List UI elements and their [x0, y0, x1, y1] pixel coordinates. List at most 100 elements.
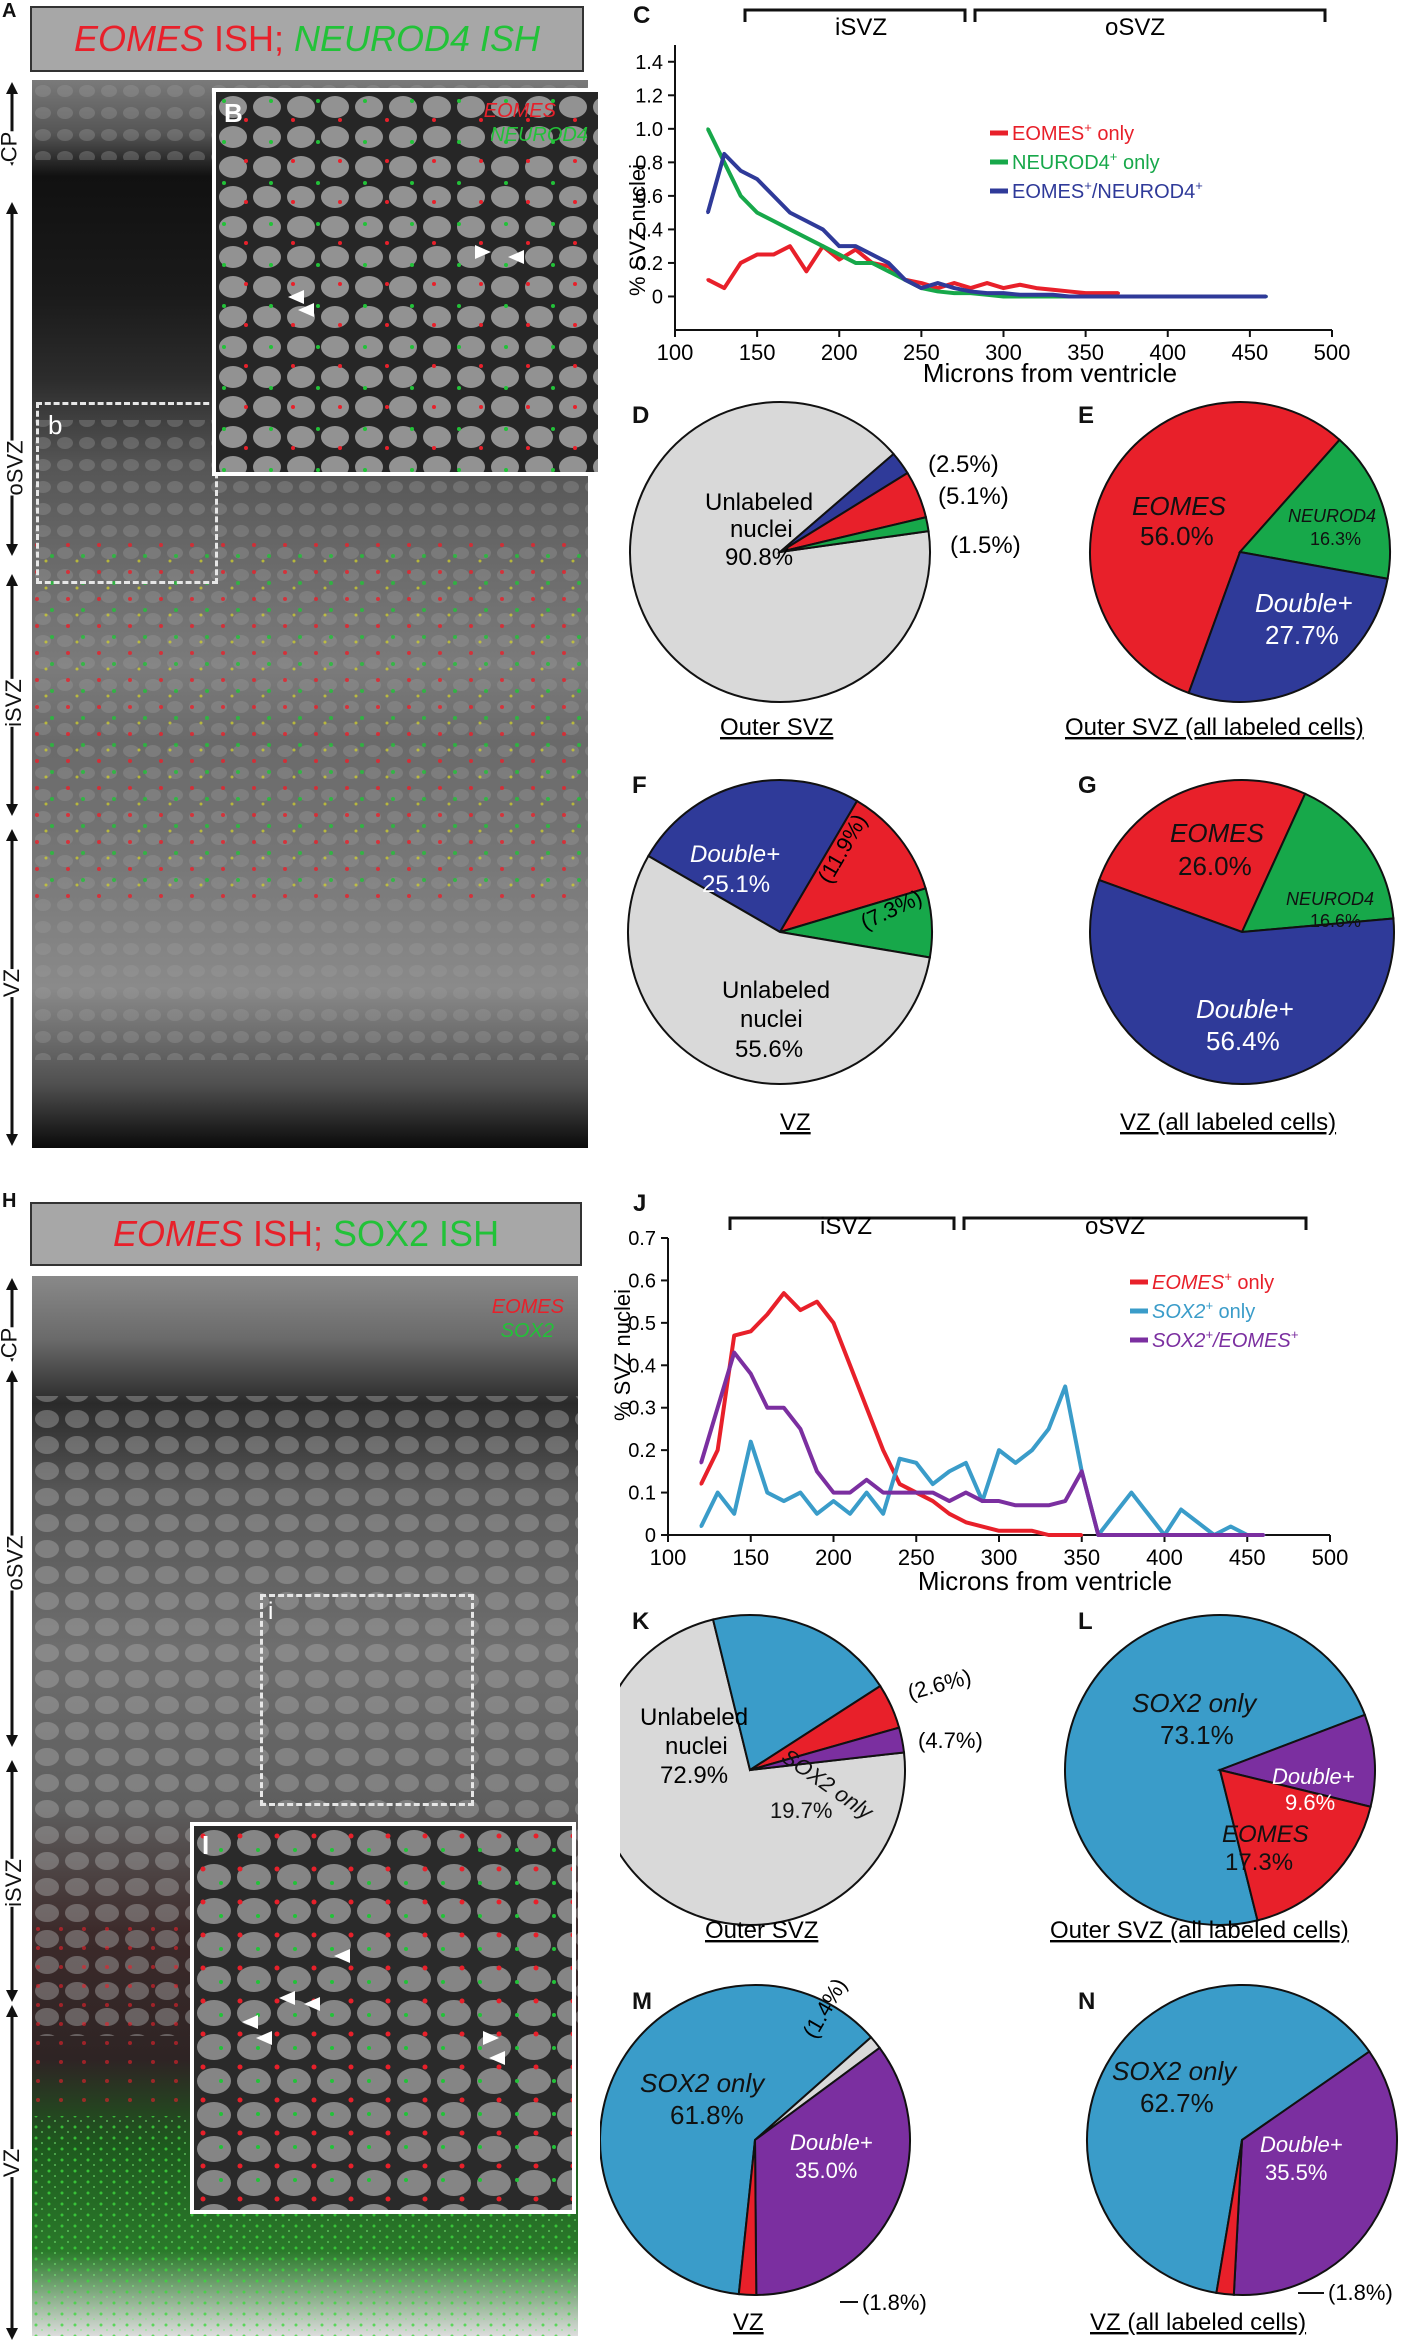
pie-d-label-unlabeled: Unlabeled	[705, 489, 813, 516]
chart-c-region-isvz: iSVZ	[835, 14, 887, 41]
chart-c-point	[903, 278, 907, 282]
panel-i-letter: I	[202, 1830, 210, 1860]
pie-k-label-nuclei: nuclei	[665, 1733, 728, 1760]
chart-c-point	[854, 261, 858, 265]
chart-c-point	[985, 291, 989, 295]
chart-j-y-tick-label: 0.3	[628, 1398, 656, 1420]
chart-c-legend-neurod4: NEUROD4+ only	[1012, 149, 1160, 174]
pie-k: Unlabeled nuclei 72.9% SOX2 only 19.7% (…	[620, 1614, 983, 1944]
chart-c-x-tick-label: 200	[821, 340, 858, 365]
chart-c-point	[788, 227, 792, 231]
pie-l-label-double: Double+	[1272, 1764, 1355, 1789]
chart-c-xlabel: Microns from ventricle	[923, 358, 1177, 388]
pie-f-label-double: Double+	[690, 841, 780, 868]
chart-c-point	[755, 253, 759, 257]
chart-j-point	[815, 1469, 819, 1473]
chart-j-point	[749, 1372, 753, 1376]
panel-b-letter: B	[224, 98, 243, 128]
pie-n-slice-0	[1086, 1984, 1371, 2295]
micrograph-b-texture	[216, 92, 598, 472]
chart-c-x-tick-label: 250	[903, 340, 940, 365]
chart-c-y-tick-label: 0	[652, 286, 663, 308]
chart-j-point	[1063, 1499, 1067, 1503]
chart-c-point	[1100, 294, 1104, 298]
chart-j-point	[732, 1512, 736, 1516]
chart-j-point	[881, 1491, 885, 1495]
chart-j-point	[931, 1499, 935, 1503]
chart-j-point	[1047, 1533, 1051, 1537]
chart-j-ylabel: % SVZ nuclei	[610, 1289, 635, 1421]
pie-e-slice-2	[1187, 550, 1389, 703]
chart-j-x-tick-label: 200	[815, 1545, 852, 1570]
chart-j-point	[699, 1461, 703, 1465]
pie-f-pct-double: 25.1%	[702, 871, 770, 898]
chart-j-point	[997, 1448, 1001, 1452]
chart-c-x-tick-label: 300	[985, 340, 1022, 365]
chart-j-point	[798, 1491, 802, 1495]
chart-c-x-tick-label: 450	[1232, 340, 1269, 365]
chart-j-point	[1229, 1533, 1233, 1537]
chart-c-x-tick-label: 150	[739, 340, 776, 365]
chart-c-point	[985, 281, 989, 285]
pie-g-pct-neurod4: 16.6%	[1310, 911, 1361, 931]
chart-j-y-tick-label: 0.1	[628, 1483, 656, 1505]
micrograph-i-texture	[194, 1826, 572, 2210]
pie-d-label-nuclei: nuclei	[730, 516, 793, 543]
pie-n-label-sox2: SOX2 only	[1112, 2056, 1238, 2086]
chart-c-point	[969, 289, 973, 293]
panel-h-legend-eomes: EOMES	[491, 1296, 564, 1318]
chart-c: iSVZ oSVZ 100 150 200 250 300 350 400 450 500 0 0.…	[625, 8, 1350, 388]
chart-j-y-tick-label: 0.2	[628, 1440, 656, 1462]
chart-j-x-tick-label: 500	[1312, 1545, 1349, 1570]
chart-c-point	[739, 261, 743, 265]
chart-c-point	[952, 281, 956, 285]
chart-c-point	[1034, 293, 1038, 297]
pie-l: SOX2 only 73.1% Double+ 9.6% EOMES 17.3%…	[1050, 1614, 1376, 1944]
chart-j-point	[1229, 1525, 1233, 1529]
pie-f: Double+ 25.1% (11.9%) (7.3%) Unlabeled n…	[627, 779, 933, 1136]
chart-c-point	[952, 291, 956, 295]
chart-c-point	[821, 227, 825, 231]
panel-b-legend-eomes: EOMES	[483, 100, 556, 122]
pie-e-label-double: Double+	[1255, 588, 1353, 618]
chart-c-point	[854, 244, 858, 248]
pie-l-slice-0	[1064, 1614, 1367, 1926]
chart-c-point	[1264, 294, 1268, 298]
panel-j-letter: J	[633, 1190, 647, 1217]
title-h-ish-sep: ISH;	[242, 1213, 333, 1254]
chart-c-point	[706, 127, 710, 131]
chart-j-point	[1047, 1427, 1051, 1431]
title-eomes: EOMES	[73, 18, 204, 59]
pie-d-callout-3: (1.5%)	[950, 532, 1021, 559]
chart-j-point	[997, 1499, 1001, 1503]
pie-l-caption: Outer SVZ (all labeled cells)	[1050, 1917, 1349, 1944]
chart-c-series-0	[706, 244, 1119, 296]
chart-j-point	[749, 1329, 753, 1333]
pie-m-slice-2	[753, 2046, 911, 2297]
pie-l-label-sox2: SOX2 only	[1132, 1688, 1258, 1718]
panel-f-letter: F	[632, 772, 647, 799]
chart-c-point	[1034, 286, 1038, 290]
panel-h-title: EOMES ISH; SOX2 ISH	[30, 1202, 582, 1266]
pie-k-caption: Outer SVZ	[705, 1917, 818, 1944]
title-neurod4: NEUROD4 ISH	[294, 18, 541, 59]
chart-c-y-tick-label: 1.0	[635, 119, 663, 141]
chart-j-point	[898, 1457, 902, 1461]
layer-label-osvz-h: oSVZ	[2, 1535, 29, 1591]
pie-m-pct-sox2: 61.8%	[670, 2100, 744, 2130]
pie-k-callout-1: (2.6%)	[905, 1664, 974, 1705]
layer-label-isvz-h: iSVZ	[0, 1859, 27, 1907]
chart-c-legend-double: EOMES+/NEUROD4+	[1012, 178, 1203, 203]
chart-j-point	[980, 1499, 984, 1503]
pie-d-pct-unlabeled: 90.8%	[725, 544, 793, 571]
chart-j-x-tick-label: 350	[1063, 1545, 1100, 1570]
pie-d: Unlabeled nuclei 90.8% (2.5%) (5.1%) (1.…	[629, 401, 1021, 741]
chart-j-region-isvz: iSVZ	[820, 1213, 872, 1240]
chart-c-point	[755, 211, 759, 215]
pie-g-label-eomes: EOMES	[1170, 818, 1265, 848]
pie-k-slice-0	[620, 1618, 906, 1926]
chart-c-legend-eomes: EOMES+ only	[1012, 120, 1134, 145]
chart-j-point	[1030, 1529, 1034, 1533]
pie-f-slice-0	[646, 779, 859, 934]
chart-j-point	[1129, 1491, 1133, 1495]
